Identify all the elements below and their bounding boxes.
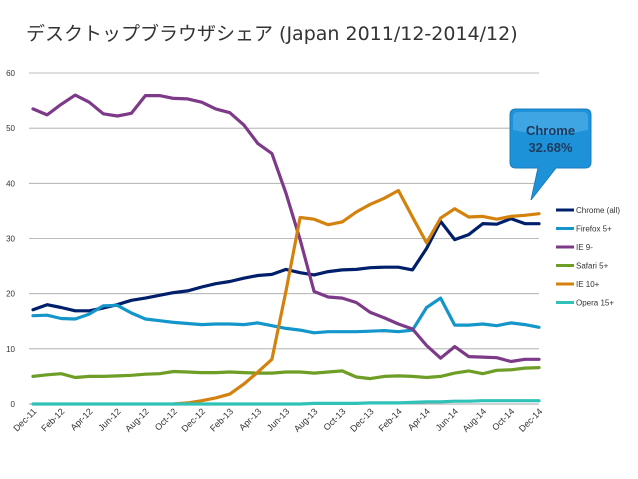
x-tick-label: Feb-13 <box>208 406 235 433</box>
chart-title: デスクトップブラウザシェア (Japan 2011/12-2014/12) <box>26 22 518 45</box>
series-lines <box>31 93 541 406</box>
callout-label: Chrome <box>526 123 575 138</box>
x-tick-label: Oct-12 <box>153 406 179 432</box>
x-tick-label: Dec-11 <box>11 406 38 433</box>
series-line-firefox-5- <box>31 296 541 335</box>
legend: Chrome (all) Firefox 5+ IE 9- Safari 5+ IE 1… <box>556 206 620 308</box>
legend-label: IE 10+ <box>576 280 600 289</box>
series-line-safari-5- <box>31 366 541 381</box>
x-tick-label: Dec-12 <box>179 406 207 434</box>
callout-bubble-highlight <box>513 112 588 134</box>
x-tick-label: Apr-13 <box>237 406 263 432</box>
legend-label: IE 9- <box>576 243 593 252</box>
y-axis-ticks: 0 10 20 30 40 50 60 <box>6 69 15 409</box>
x-tick-label: Aug-14 <box>461 406 489 434</box>
y-tick-label: 60 <box>6 69 15 78</box>
series-line-opera-15- <box>31 399 541 406</box>
x-tick-label: Jun-13 <box>265 406 292 433</box>
x-tick-label: Feb-12 <box>39 406 66 433</box>
x-tick-label: Aug-12 <box>123 406 151 434</box>
x-tick-label: Feb-14 <box>377 406 404 433</box>
x-tick-label: Aug-13 <box>292 406 320 434</box>
legend-label: Opera 15+ <box>576 299 614 308</box>
callout-value: 32.68% <box>528 140 573 155</box>
x-tick-label: Dec-13 <box>348 406 376 434</box>
y-tick-label: 10 <box>6 345 15 354</box>
series-line-ie-9- <box>31 93 541 364</box>
x-tick-label: Apr-12 <box>68 406 94 432</box>
x-tick-label: Oct-13 <box>321 406 347 432</box>
legend-label: Firefox 5+ <box>576 225 612 234</box>
legend-label: Safari 5+ <box>576 262 609 271</box>
y-tick-label: 50 <box>6 124 15 133</box>
y-tick-label: 30 <box>6 235 15 244</box>
chrome-callout: Chrome 32.68% <box>509 108 592 201</box>
series-line-ie-10- <box>172 188 541 406</box>
x-axis-ticks: Dec-11 Feb-12 Apr-12 Jun-12 Aug-12 Oct-12 Dec-… <box>11 406 544 434</box>
y-tick-label: 40 <box>6 179 15 188</box>
x-tick-label: Oct-14 <box>490 406 516 432</box>
x-tick-label: Jun-12 <box>96 406 123 433</box>
y-tick-label: 20 <box>6 290 15 299</box>
x-tick-label: Jun-14 <box>434 406 461 433</box>
legend-label: Chrome (all) <box>576 206 620 215</box>
x-tick-label: Dec-14 <box>517 406 545 434</box>
y-tick-label: 0 <box>11 400 16 409</box>
x-tick-label: Apr-14 <box>406 406 432 432</box>
